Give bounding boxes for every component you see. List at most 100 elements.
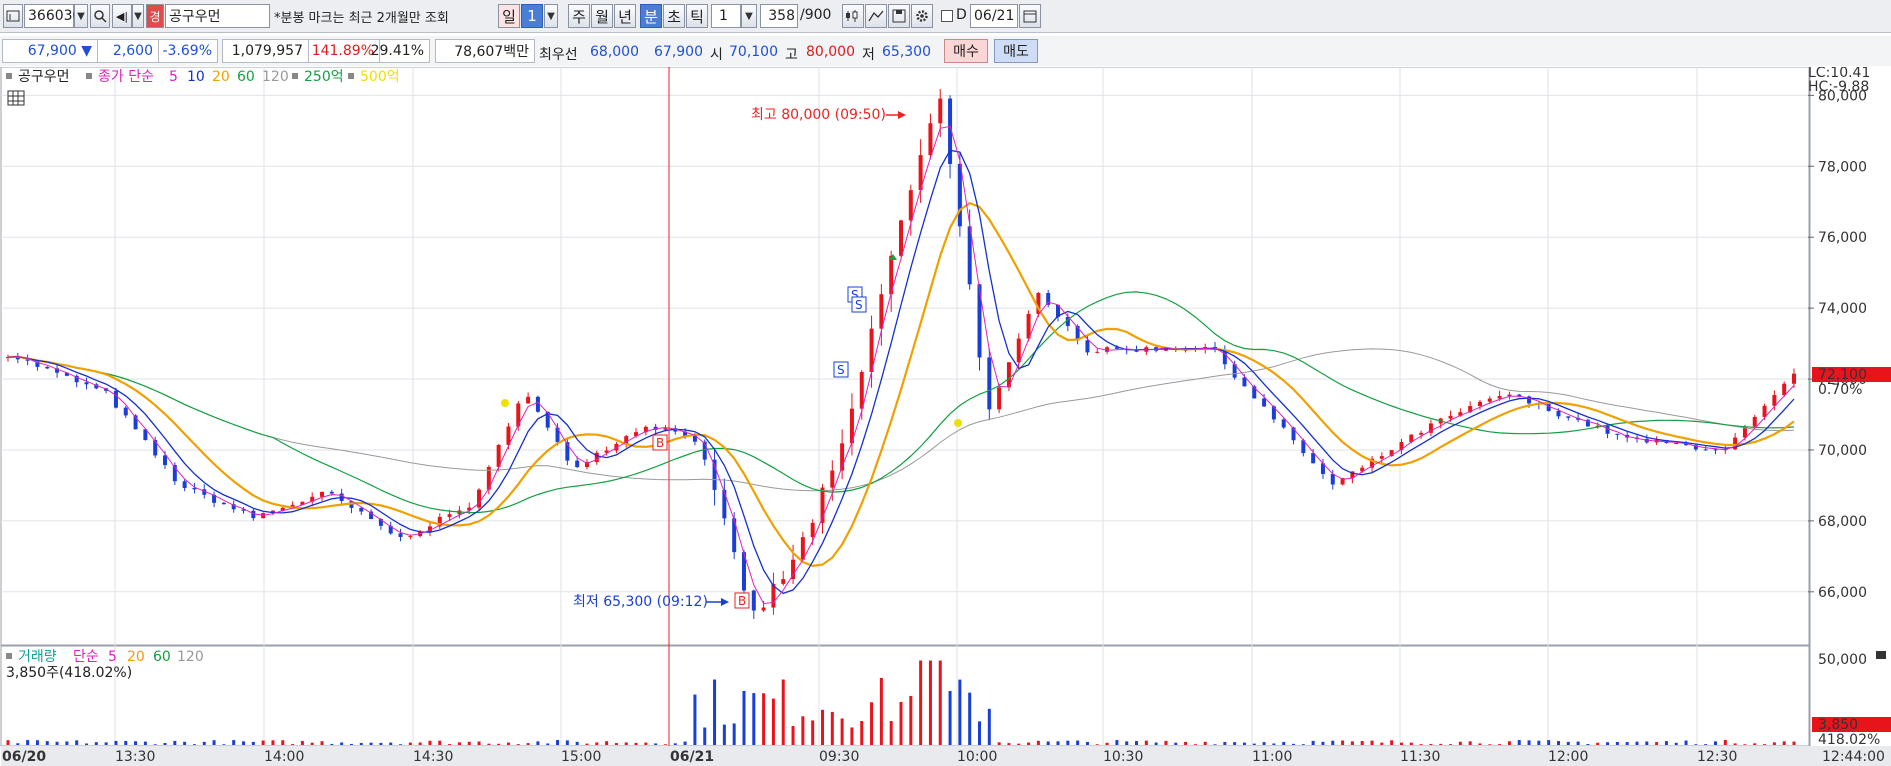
sell-button[interactable]: 매도 [994,39,1038,63]
volume-bar [1625,742,1629,745]
last-volume-label: 3,850 [1818,717,1858,733]
candle-body [663,428,668,430]
period-count-box[interactable]: 1 [521,4,543,28]
volume-bar [673,743,677,745]
low-price: 65,300 [882,44,931,60]
candle-body [506,426,511,445]
candle-body [781,579,786,584]
search-button[interactable] [90,4,110,28]
count-input[interactable]: 358 [760,4,798,28]
period-tab-year[interactable]: 년 [614,4,636,28]
candle-body [1409,434,1414,443]
candle-body [310,496,315,502]
volume-bar [1036,740,1040,745]
time-label: 10:30 [1103,749,1143,765]
legend-ma-label: 종가 단순 [98,69,154,85]
save-button[interactable] [888,4,910,28]
collapse-icon[interactable] [1876,651,1886,659]
candle-body [45,366,50,369]
candle-body [1762,405,1767,417]
volume-bar [251,741,255,745]
ma-cross-icon [954,419,962,427]
time-label: 14:30 [413,749,453,765]
volume-bar [1135,741,1139,745]
volume-bar [1733,743,1737,745]
volume-bar [271,740,275,745]
candle-body [741,552,746,591]
volume-bar [634,742,638,745]
date-checkbox[interactable] [941,10,953,22]
period-tab-day[interactable]: 일 [498,4,520,28]
volume-bar [1596,742,1600,745]
period-count-dropdown[interactable]: ▼ [544,4,558,28]
volume-bar [1399,742,1403,745]
volume-bar [163,742,167,745]
volume-bar [771,698,775,745]
candle-body [624,436,629,444]
buy-button[interactable]: 매수 [944,39,988,63]
chart-type-icon[interactable] [3,4,23,28]
volume-bar [389,742,393,745]
candle-body [398,533,403,537]
volume-bar [1763,744,1767,745]
candle-body [280,507,285,511]
code-dropdown[interactable]: ▼ [74,4,88,28]
stock-chart[interactable]: 공구우먼 종가 단순 5 10 20 60 120 250억 500억 거래량 … [0,67,1891,766]
volume-bar [595,742,599,745]
period-tab-tick[interactable]: 틱 [686,4,708,28]
calendar-button[interactable] [1019,4,1041,28]
candle-body [643,426,648,433]
volume-bar [693,694,697,745]
stock-name-field[interactable]: 공구우먼 [165,4,270,28]
candle-body [1134,350,1139,352]
candle-body [1242,377,1247,387]
grid-toggle-icon[interactable] [7,90,25,106]
volume-bar [1537,740,1541,745]
candle-body [1605,425,1610,434]
candle-body [1703,449,1708,451]
period-tab-second[interactable]: 초 [663,4,685,28]
candle-body [791,559,796,580]
period-tab-minute[interactable]: 분 [640,4,662,28]
candle-body [113,390,118,408]
volume-bar [1743,744,1747,745]
volume-bar [467,741,471,745]
time-label: 10:00 [957,749,997,765]
candle-body [1320,463,1325,474]
save-icon [892,9,906,23]
volume-bar [418,742,422,745]
prev-stock-button[interactable]: ◀| [112,4,132,28]
draw-tool-button[interactable] [865,4,887,28]
price-pane-border [0,67,1810,646]
volume-bar [1645,741,1649,745]
volume-bar [663,744,667,745]
candle-body [1527,396,1532,404]
legend-500: 500억 [360,69,400,85]
volume-bar [1380,742,1384,745]
volume-bar [1203,741,1207,745]
interval-input[interactable]: 1 [711,4,741,28]
period-tab-week[interactable]: 주 [568,4,590,28]
legend-ma120: 120 [262,69,289,85]
candle-body [1566,416,1571,418]
stock-list-dropdown[interactable]: ▼ [132,4,144,28]
open-label: 시 [710,47,723,63]
stock-code-input[interactable]: 366030 [24,4,81,28]
quote-bar: 67,900 ▼ 2,600 -3.69% 1,079,957 141.89% … [0,36,1891,66]
time-label: 14:00 [264,749,304,765]
volume-bar [1213,744,1217,745]
volume-bar [1233,742,1237,745]
indicator-button[interactable] [842,4,864,28]
period-tab-month[interactable]: 월 [591,4,613,28]
volume-bar [919,660,923,745]
volume-bar [820,709,824,745]
candle-body [1487,398,1492,402]
date-input[interactable]: 06/21 [970,4,1018,28]
interval-dropdown[interactable]: ▼ [741,4,757,28]
settings-button[interactable] [911,4,933,28]
volume-bar [1419,744,1423,745]
candle-body [1477,401,1482,407]
volume-bar [457,742,461,745]
candle-body [241,509,246,511]
volume-bar [477,741,481,745]
